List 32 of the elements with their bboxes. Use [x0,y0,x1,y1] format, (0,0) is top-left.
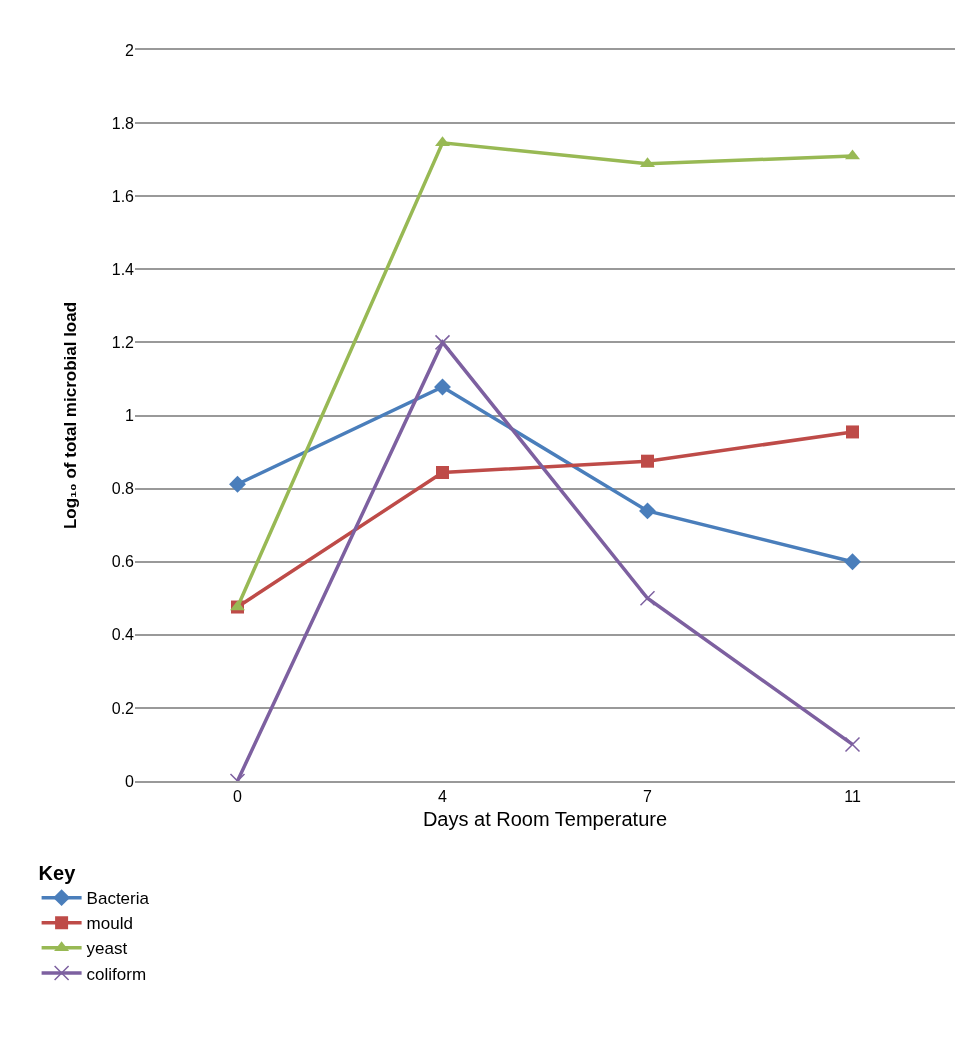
point [846,425,859,439]
y-tick-label: 1.6 [111,187,135,205]
y-axis-title: Log₁₀ of total microbial load [61,301,81,530]
y-tick-label: 0 [125,772,135,790]
y-tick-label: 0.2 [111,699,135,717]
y-tick-label: 1 [125,407,135,425]
point [639,590,656,606]
point [434,334,451,351]
legend-label: mould [86,914,133,934]
point [436,466,449,480]
x-tick-label: 7 [643,787,653,805]
y-tick-label: 1.2 [111,334,135,351]
point [639,502,656,520]
point [844,553,861,571]
legend-label: Bacteria [86,889,150,909]
y-tick-label: 0.8 [111,480,135,498]
legend-title: Key [38,862,77,885]
y-tick-label: 2 [125,41,135,59]
y-tick-label: 0.4 [111,626,135,644]
point [844,736,861,753]
point [641,454,654,468]
y-tick-label: 1.4 [111,260,135,278]
legend-label: coliform [86,964,147,984]
point [434,378,451,396]
y-tick-label: 0.6 [111,553,135,571]
x-tick-label: 0 [233,787,243,805]
x-tick-label: 11 [844,787,861,805]
legend-label: yeast [86,939,128,959]
y-tick-label: 1.8 [111,114,135,132]
x-axis-title: Days at Room Temperature [422,807,668,830]
point [229,475,246,493]
x-tick-label: 4 [438,787,448,805]
